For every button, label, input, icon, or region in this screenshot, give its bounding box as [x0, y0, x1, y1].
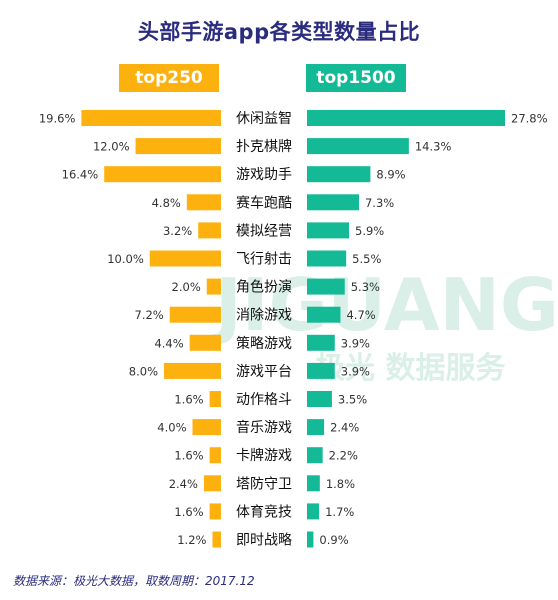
value-label-top1500-10: 3.5%: [338, 393, 367, 407]
bar-top250-1: [135, 138, 221, 155]
bar-top1500-9: [307, 362, 335, 379]
bar-top250-11: [192, 419, 221, 436]
bar-top250-0: [81, 110, 221, 126]
value-label-top1500-4: 5.9%: [355, 224, 384, 238]
category-label-0: 休闲益智: [236, 111, 292, 127]
category-label-14: 体育竞技: [236, 503, 292, 520]
data-source-note: 数据来源：极光大数据，取数周期：2017.12: [13, 574, 255, 588]
value-label-top1500-6: 5.3%: [351, 280, 380, 294]
value-label-top1500-1: 14.3%: [415, 140, 452, 154]
bar-top1500-2: [307, 166, 371, 183]
bar-top1500-5: [307, 250, 347, 267]
value-label-top1500-2: 8.9%: [376, 168, 405, 182]
value-label-top1500-8: 3.9%: [341, 336, 370, 350]
value-label-top250-0: 19.6%: [39, 112, 76, 126]
value-label-top1500-14: 1.7%: [325, 505, 354, 519]
bar-top250-5: [149, 250, 221, 267]
bar-top1500-3: [307, 194, 359, 211]
bar-top1500-11: [307, 419, 325, 436]
bar-top1500-4: [307, 222, 350, 239]
bar-top250-10: [209, 391, 221, 407]
bar-top250-2: [104, 166, 221, 183]
bar-top250-7: [169, 306, 221, 323]
bar-top250-13: [203, 475, 221, 492]
value-label-top1500-12: 2.2%: [329, 449, 358, 463]
bar-top1500-10: [307, 391, 332, 407]
value-label-top250-6: 2.0%: [172, 280, 201, 294]
series-header-top250: top250: [119, 64, 219, 92]
bar-top1500-6: [307, 278, 345, 295]
value-label-top250-9: 8.0%: [129, 364, 158, 378]
bar-top250-3: [186, 194, 221, 211]
category-label-5: 飞行射击: [236, 252, 292, 268]
bar-top250-14: [209, 503, 221, 520]
value-label-top1500-0: 27.8%: [511, 112, 548, 126]
bar-top250-15: [212, 531, 221, 548]
bar-top250-6: [206, 278, 221, 295]
category-label-13: 塔防守卫: [236, 476, 292, 492]
category-label-1: 扑克棋牌: [236, 138, 292, 155]
bar-top1500-1: [307, 138, 409, 155]
value-label-top1500-15: 0.9%: [319, 533, 348, 547]
bar-top250-9: [164, 362, 221, 379]
value-label-top250-7: 7.2%: [135, 308, 164, 322]
value-label-top250-8: 4.4%: [154, 336, 183, 350]
watermark-text: 极光 数据服务: [315, 351, 505, 386]
bar-top1500-13: [307, 475, 320, 492]
bar-top250-4: [198, 222, 221, 239]
value-label-top250-4: 3.2%: [163, 224, 192, 238]
bar-top1500-7: [307, 306, 341, 323]
value-label-top250-3: 4.8%: [152, 196, 181, 210]
category-label-15: 即时战略: [236, 533, 292, 549]
value-label-top1500-7: 4.7%: [346, 308, 375, 322]
value-label-top250-10: 1.6%: [174, 393, 203, 407]
bar-top1500-8: [307, 334, 335, 351]
bar-top1500-14: [307, 503, 320, 520]
category-label-6: 角色扮演: [236, 279, 292, 296]
value-label-top1500-3: 7.3%: [365, 196, 394, 210]
value-label-top1500-11: 2.4%: [330, 421, 359, 435]
category-label-11: 音乐游戏: [236, 419, 292, 436]
value-label-top1500-9: 3.9%: [341, 364, 370, 378]
value-label-top250-2: 16.4%: [62, 168, 99, 182]
value-label-top250-12: 1.6%: [174, 449, 203, 463]
bar-top1500-12: [307, 447, 323, 464]
category-label-2: 游戏助手: [236, 167, 292, 183]
bar-top1500-0: [307, 110, 505, 126]
value-label-top250-15: 1.2%: [177, 533, 206, 547]
value-label-top250-5: 10.0%: [107, 252, 144, 266]
bar-top250-12: [209, 447, 221, 464]
series-header-top1500: top1500: [306, 64, 406, 92]
value-label-top1500-13: 1.8%: [326, 477, 355, 491]
watermark-text: JIGUANG: [210, 263, 558, 347]
value-label-top1500-5: 5.5%: [352, 252, 381, 266]
category-label-8: 策略游戏: [236, 335, 292, 352]
value-label-top250-13: 2.4%: [169, 477, 198, 491]
category-label-10: 动作格斗: [236, 392, 292, 408]
category-label-4: 模拟经营: [236, 223, 292, 239]
chart-title: 头部手游app各类型数量占比: [137, 20, 421, 44]
category-label-3: 赛车跑酷: [236, 194, 292, 211]
bar-top1500-15: [307, 531, 314, 548]
value-label-top250-1: 12.0%: [93, 140, 130, 154]
value-label-top250-11: 4.0%: [157, 421, 186, 435]
category-label-9: 游戏平台: [236, 364, 292, 380]
category-label-12: 卡牌游戏: [236, 447, 292, 464]
bar-top250-8: [189, 334, 221, 351]
value-label-top250-14: 1.6%: [174, 505, 203, 519]
category-label-7: 消除游戏: [236, 308, 292, 324]
